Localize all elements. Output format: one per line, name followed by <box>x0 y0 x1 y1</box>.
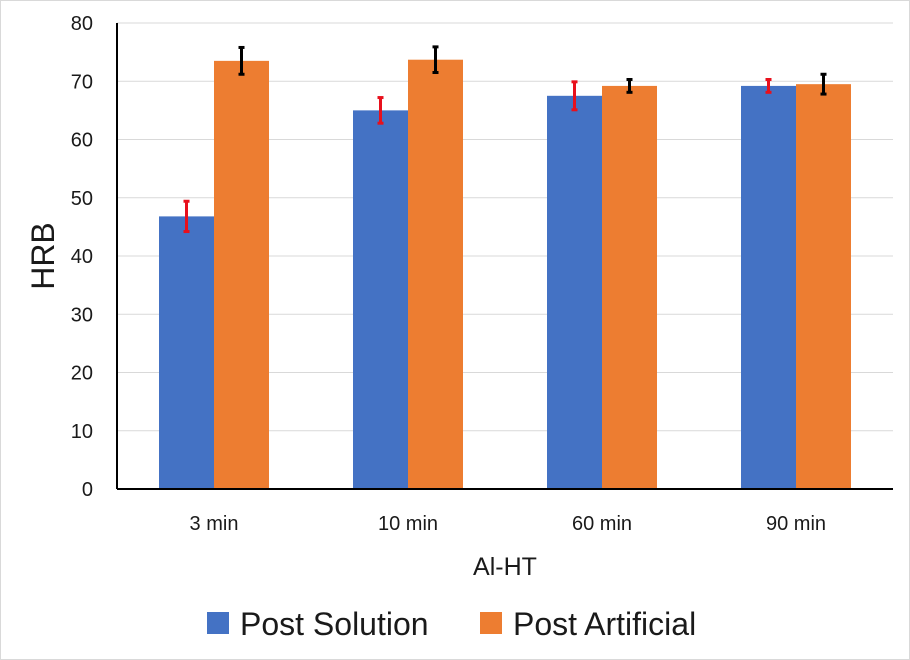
error-bar <box>183 199 190 234</box>
legend: Post Solution Post Artificial <box>207 606 696 642</box>
y-tick-label: 30 <box>71 304 93 326</box>
y-tick-label: 50 <box>71 188 93 210</box>
x-tick-label: 10 min <box>378 513 438 535</box>
legend-swatch <box>207 612 229 634</box>
error-bars <box>183 45 827 234</box>
x-axis-title: Al-HT <box>473 553 537 581</box>
bar-post-artificial-3-min <box>214 60 269 490</box>
x-tick-labels: 3 min 10 min 60 min 90 min <box>190 513 826 535</box>
error-bar <box>571 80 578 112</box>
bar-post-solution-90-min <box>741 85 796 489</box>
bar-post-artificial-10-min <box>408 59 463 489</box>
y-tick-label: 60 <box>71 130 93 152</box>
bar-post-solution-60-min <box>547 95 602 489</box>
legend-swatch <box>480 612 502 634</box>
y-tick-label: 40 <box>71 246 93 268</box>
error-bar <box>432 45 439 75</box>
y-tick-label: 0 <box>82 479 93 501</box>
bar-post-solution-3-min <box>159 216 214 489</box>
y-tick-label: 20 <box>71 363 93 385</box>
y-axis-title: HRB <box>25 222 61 290</box>
legend-label: Post Artificial <box>513 606 696 642</box>
x-tick-label: 60 min <box>572 513 632 535</box>
error-bar <box>765 78 772 94</box>
error-bar <box>238 45 245 76</box>
bar-post-solution-10-min <box>353 110 408 489</box>
error-bar <box>820 72 827 96</box>
legend-label: Post Solution <box>240 606 429 642</box>
y-tick-label: 70 <box>71 71 93 93</box>
error-bar <box>626 78 633 94</box>
legend-item: Post Solution <box>207 606 429 642</box>
bar-post-artificial-60-min <box>602 85 657 489</box>
x-tick-label: 3 min <box>190 513 239 535</box>
y-tick-label: 10 <box>71 421 93 443</box>
x-tick-label: 90 min <box>766 513 826 535</box>
error-bar <box>377 96 384 125</box>
y-tick-label: 80 <box>71 13 93 35</box>
y-tick-labels: 0 10 20 30 40 50 60 70 80 <box>71 13 93 501</box>
legend-item: Post Artificial <box>480 606 696 642</box>
bars <box>159 59 851 490</box>
bar-post-artificial-90-min <box>796 84 851 489</box>
